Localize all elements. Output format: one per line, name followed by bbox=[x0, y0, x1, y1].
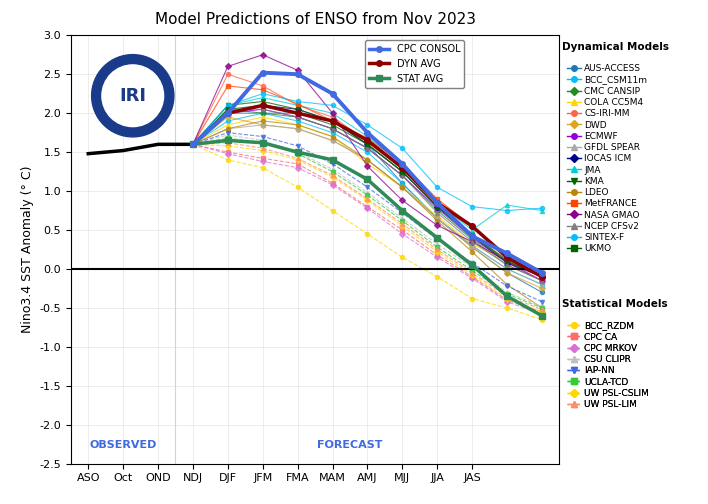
Text: Statistical Models: Statistical Models bbox=[561, 299, 668, 309]
Title: Model Predictions of ENSO from Nov 2023: Model Predictions of ENSO from Nov 2023 bbox=[154, 12, 476, 27]
Text: Dynamical Models: Dynamical Models bbox=[561, 42, 669, 52]
Text: OBSERVED: OBSERVED bbox=[89, 440, 157, 450]
Circle shape bbox=[102, 65, 164, 127]
Legend: BCC_RZDM, CPC CA, CPC MRKOV, CSU CLIPR, IAP-NN, UCLA-TCD, UW PSL-CSLIM, UW PSL-L: BCC_RZDM, CPC CA, CPC MRKOV, CSU CLIPR, … bbox=[566, 321, 650, 410]
Text: FORECAST: FORECAST bbox=[317, 440, 383, 450]
Circle shape bbox=[91, 54, 174, 137]
Y-axis label: Nino3.4 SST Anomaly (° C): Nino3.4 SST Anomaly (° C) bbox=[21, 166, 34, 333]
Text: IRI: IRI bbox=[119, 87, 147, 105]
